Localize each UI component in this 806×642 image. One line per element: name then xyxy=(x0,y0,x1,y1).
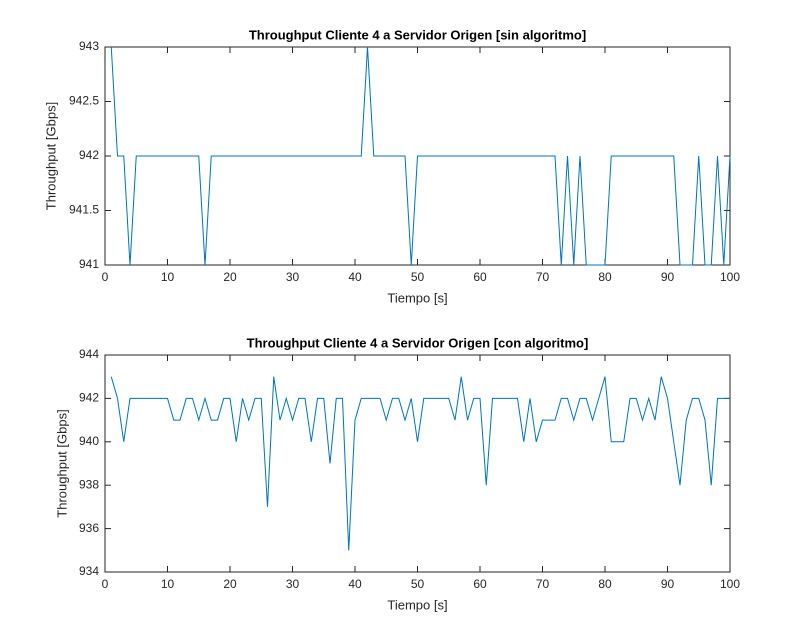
x-tick-label: 90 xyxy=(661,577,675,591)
chart-title: Throughput Cliente 4 a Servidor Origen [… xyxy=(247,335,589,350)
x-tick-label: 100 xyxy=(720,577,740,591)
x-axis-label: Tiempo [s] xyxy=(387,597,447,612)
x-tick-label: 50 xyxy=(411,577,425,591)
y-tick-label: 942.5 xyxy=(69,94,99,108)
y-tick-label: 943 xyxy=(79,39,99,53)
y-tick-label: 941.5 xyxy=(69,203,99,217)
x-tick-label: 70 xyxy=(536,270,550,284)
x-axis-label: Tiempo [s] xyxy=(387,290,447,305)
y-axis-label: Throughput [Gbps] xyxy=(54,409,69,517)
x-tick-label: 80 xyxy=(598,577,612,591)
x-tick-label: 90 xyxy=(661,270,675,284)
y-tick-label: 936 xyxy=(79,521,99,535)
x-tick-label: 60 xyxy=(473,270,487,284)
x-tick-label: 0 xyxy=(102,577,109,591)
y-tick-label: 938 xyxy=(79,477,99,491)
data-line xyxy=(110,376,730,551)
x-tick-label: 80 xyxy=(598,270,612,284)
chart-title: Throughput Cliente 4 a Servidor Origen [… xyxy=(249,27,586,42)
x-tick-label: 20 xyxy=(223,577,237,591)
x-tick-label: 0 xyxy=(102,270,109,284)
x-tick-label: 30 xyxy=(286,577,300,591)
x-tick-label: 40 xyxy=(348,577,362,591)
x-tick-label: 60 xyxy=(473,577,487,591)
x-tick-label: 20 xyxy=(223,270,237,284)
x-tick-label: 10 xyxy=(161,270,175,284)
y-tick-label: 942 xyxy=(79,391,99,405)
x-tick-label: 70 xyxy=(536,577,550,591)
x-tick-label: 100 xyxy=(720,270,740,284)
x-tick-label: 30 xyxy=(286,270,300,284)
y-tick-label: 942 xyxy=(79,148,99,162)
data-line xyxy=(110,46,731,266)
plot-area xyxy=(104,354,731,573)
x-tick-label: 50 xyxy=(411,270,425,284)
y-tick-label: 934 xyxy=(79,564,99,578)
x-tick-label: 10 xyxy=(161,577,175,591)
y-tick-label: 944 xyxy=(79,347,99,361)
x-tick-label: 40 xyxy=(348,270,362,284)
y-tick-label: 941 xyxy=(79,257,99,271)
y-tick-label: 940 xyxy=(79,434,99,448)
y-axis-label: Throughput [Gbps] xyxy=(43,102,58,210)
